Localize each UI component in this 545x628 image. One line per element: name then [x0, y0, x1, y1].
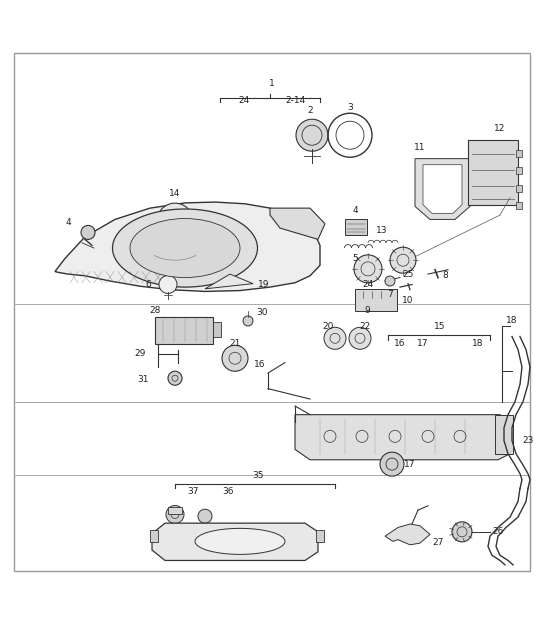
- Text: 31: 31: [137, 376, 149, 384]
- Bar: [355, 289, 397, 310]
- Circle shape: [354, 255, 382, 283]
- Text: 18: 18: [473, 339, 484, 348]
- Circle shape: [157, 203, 193, 239]
- Text: 6: 6: [145, 280, 151, 289]
- Circle shape: [198, 509, 212, 523]
- Circle shape: [166, 506, 184, 524]
- Text: 18: 18: [506, 317, 518, 325]
- Bar: [316, 530, 324, 542]
- Bar: [516, 202, 522, 209]
- Polygon shape: [270, 208, 325, 239]
- Text: 24: 24: [362, 280, 374, 289]
- Text: 36: 36: [222, 487, 234, 496]
- Circle shape: [243, 316, 253, 326]
- Polygon shape: [295, 414, 510, 460]
- Text: 27: 27: [432, 538, 444, 547]
- Polygon shape: [415, 159, 470, 219]
- Bar: [516, 185, 522, 192]
- Text: 28: 28: [149, 306, 161, 315]
- Text: 5: 5: [352, 254, 358, 263]
- Text: 4: 4: [65, 217, 71, 227]
- Text: 20: 20: [322, 322, 334, 331]
- Text: 16: 16: [255, 360, 266, 369]
- Text: 7: 7: [387, 290, 393, 300]
- Circle shape: [168, 371, 182, 385]
- Text: 17: 17: [404, 460, 416, 468]
- Bar: [468, 139, 518, 205]
- Circle shape: [385, 276, 395, 286]
- Circle shape: [390, 247, 416, 273]
- Text: 30: 30: [256, 308, 268, 317]
- Text: 12: 12: [494, 124, 506, 133]
- Polygon shape: [152, 523, 318, 560]
- Text: 3: 3: [347, 103, 353, 112]
- Bar: [150, 530, 158, 542]
- Polygon shape: [55, 202, 320, 291]
- Polygon shape: [423, 165, 462, 214]
- Bar: [345, 219, 367, 235]
- Circle shape: [222, 345, 248, 371]
- Text: 26: 26: [492, 528, 504, 536]
- Text: 23: 23: [522, 436, 534, 445]
- Circle shape: [452, 522, 472, 542]
- Text: 16: 16: [394, 339, 405, 348]
- Bar: [168, 507, 182, 514]
- Text: 37: 37: [187, 487, 199, 496]
- Ellipse shape: [195, 528, 285, 555]
- Bar: [495, 414, 513, 453]
- Text: 15: 15: [434, 322, 446, 331]
- Text: 25: 25: [402, 269, 414, 279]
- Text: 24: 24: [238, 96, 250, 105]
- Text: 29: 29: [134, 349, 146, 359]
- Bar: [516, 150, 522, 157]
- Text: 10: 10: [402, 296, 414, 305]
- Polygon shape: [205, 274, 253, 289]
- Circle shape: [349, 327, 371, 349]
- Text: 35: 35: [252, 471, 264, 480]
- Text: 1: 1: [269, 78, 275, 88]
- Text: 9: 9: [364, 306, 370, 315]
- Polygon shape: [385, 524, 430, 545]
- Text: 4: 4: [352, 206, 358, 215]
- Text: 19: 19: [258, 280, 270, 289]
- Ellipse shape: [112, 209, 257, 287]
- Text: 8: 8: [442, 271, 448, 280]
- Text: 17: 17: [417, 339, 429, 348]
- Bar: [516, 167, 522, 175]
- Text: 2: 2: [307, 106, 313, 116]
- Circle shape: [159, 276, 177, 293]
- Text: 21: 21: [229, 339, 241, 348]
- Circle shape: [380, 452, 404, 476]
- Ellipse shape: [130, 219, 240, 278]
- Text: 11: 11: [414, 143, 426, 152]
- Circle shape: [324, 327, 346, 349]
- Text: 22: 22: [359, 322, 371, 331]
- Bar: [155, 318, 213, 344]
- Bar: [213, 322, 221, 337]
- Circle shape: [296, 119, 328, 151]
- Text: 14: 14: [169, 189, 181, 198]
- Circle shape: [81, 225, 95, 239]
- Text: 13: 13: [376, 226, 387, 236]
- Text: 2-14: 2-14: [285, 96, 305, 105]
